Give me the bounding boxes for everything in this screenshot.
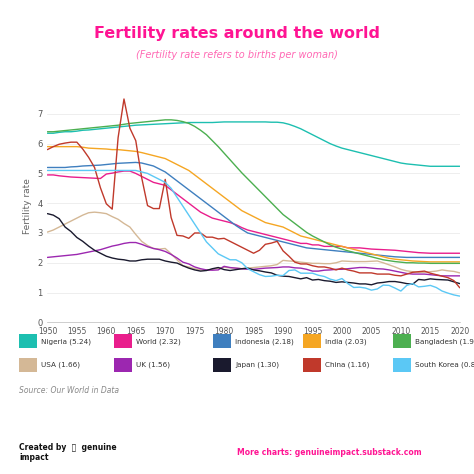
- Y-axis label: Fertility rate: Fertility rate: [23, 178, 32, 234]
- Text: (Fertility rate refers to births per woman): (Fertility rate refers to births per wom…: [136, 50, 338, 60]
- Text: UK (1.56): UK (1.56): [136, 362, 170, 368]
- Text: USA (1.66): USA (1.66): [41, 362, 80, 368]
- Text: South Korea (0.88): South Korea (0.88): [415, 362, 474, 368]
- Text: Bangladesh (1.98): Bangladesh (1.98): [415, 338, 474, 345]
- Text: Nigeria (5.24): Nigeria (5.24): [41, 338, 91, 345]
- Text: Indonesia (2.18): Indonesia (2.18): [235, 338, 294, 345]
- Text: Created by  Ⓐ  genuine
impact: Created by Ⓐ genuine impact: [19, 443, 117, 462]
- Text: Japan (1.30): Japan (1.30): [235, 362, 279, 368]
- Text: Source: Our World in Data: Source: Our World in Data: [19, 386, 119, 395]
- Text: India (2.03): India (2.03): [325, 338, 367, 345]
- Text: China (1.16): China (1.16): [325, 362, 370, 368]
- Text: More charts: genuineimpact.substack.com: More charts: genuineimpact.substack.com: [237, 448, 422, 457]
- Text: Fertility rates around the world: Fertility rates around the world: [94, 26, 380, 41]
- Text: World (2.32): World (2.32): [136, 338, 180, 345]
